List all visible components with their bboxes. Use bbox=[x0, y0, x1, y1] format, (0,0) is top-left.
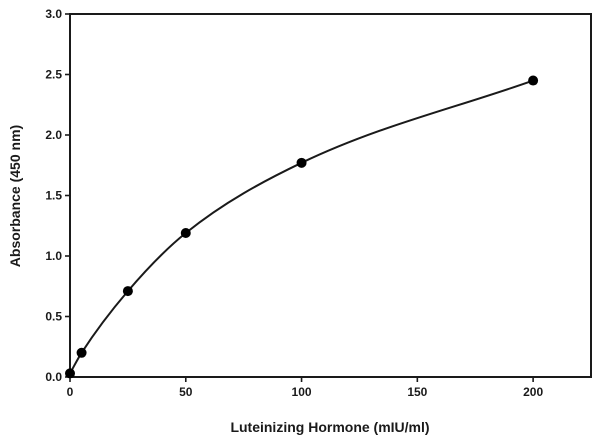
y-axis-title: Absorbance (450 nm) bbox=[7, 125, 23, 267]
y-tick-label: 1.5 bbox=[45, 189, 62, 203]
fit-curve-layer bbox=[69, 79, 534, 374]
y-tick-label: 0.5 bbox=[45, 310, 62, 324]
y-tick-label: 0.0 bbox=[45, 370, 62, 384]
data-point bbox=[180, 228, 191, 239]
fit-curve bbox=[69, 79, 534, 374]
ticks: 0 50 100 150 200 0.0 0.5 1.0 1.5 2.0 2.5 3.0 bbox=[45, 7, 543, 399]
x-tick-label: 0 bbox=[67, 385, 74, 399]
data-point bbox=[65, 368, 75, 379]
data-point bbox=[122, 286, 133, 297]
data-point bbox=[76, 347, 87, 358]
data-point bbox=[296, 157, 307, 168]
plot-frame bbox=[69, 13, 592, 378]
x-tick-label: 150 bbox=[407, 385, 427, 399]
data-point bbox=[528, 75, 539, 86]
x-tick-label: 100 bbox=[292, 385, 312, 399]
data-points bbox=[65, 75, 539, 379]
y-tick-label: 1.0 bbox=[45, 249, 62, 263]
y-tick-label: 3.0 bbox=[45, 7, 62, 21]
x-tick-label: 200 bbox=[523, 385, 543, 399]
y-tick-label: 2.5 bbox=[45, 68, 62, 82]
y-tick-label: 2.0 bbox=[45, 128, 62, 142]
axes bbox=[69, 13, 592, 378]
x-tick-label: 50 bbox=[179, 385, 193, 399]
x-axis-title: Luteinizing Hormone (mIU/ml) bbox=[230, 419, 429, 435]
